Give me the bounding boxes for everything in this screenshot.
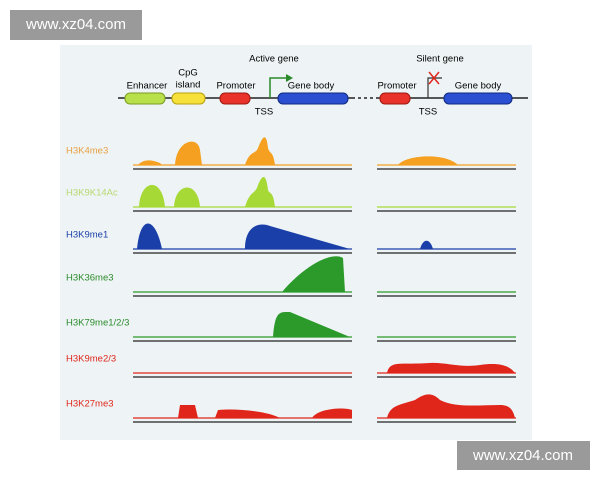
tracks: H3K4me3 H3K9K14Ac H3K9me1 H3K36me3 H3K79me1/…	[66, 137, 516, 423]
label: Active gene	[249, 54, 299, 65]
signal	[273, 311, 350, 337]
signal	[387, 362, 515, 373]
signal	[175, 141, 202, 165]
signal	[215, 409, 280, 418]
signal	[420, 240, 433, 249]
label: Gene body	[455, 81, 502, 92]
watermark: www.xz04.com	[25, 16, 126, 33]
label: CpG	[178, 68, 198, 79]
signal	[245, 137, 275, 165]
watermark-box	[457, 441, 590, 470]
track-label: H3K9me1	[66, 230, 108, 241]
label: Silent gene	[416, 54, 464, 65]
track-label: H3K4me3	[66, 146, 108, 157]
label: Enhancer	[127, 81, 168, 92]
label: TSS	[419, 107, 437, 118]
signal	[137, 223, 162, 249]
track-label: H3K79me1/2/3	[66, 318, 129, 329]
signal	[174, 187, 200, 207]
watermark-box	[10, 10, 142, 40]
track-label: H3K27me3	[66, 399, 114, 410]
signal	[178, 405, 198, 418]
signal	[398, 156, 458, 165]
label: island	[176, 80, 201, 91]
track-label: H3K9me2/3	[66, 354, 116, 365]
label: Gene body	[288, 81, 335, 92]
signal	[282, 256, 345, 292]
label: Promoter	[216, 81, 255, 92]
signal	[245, 176, 275, 207]
watermark: www.xz04.com	[472, 447, 573, 464]
signal	[139, 184, 165, 207]
label: TSS	[255, 107, 273, 118]
signal	[138, 160, 162, 165]
signal	[312, 408, 352, 418]
track-label: H3K36me3	[66, 273, 114, 284]
label: Promoter	[377, 81, 416, 92]
signal	[245, 224, 350, 249]
signal	[387, 394, 515, 418]
track-label: H3K9K14Ac	[66, 188, 118, 199]
gene-diagram: Enhancer CpG island Promoter Active gene…	[118, 54, 528, 118]
